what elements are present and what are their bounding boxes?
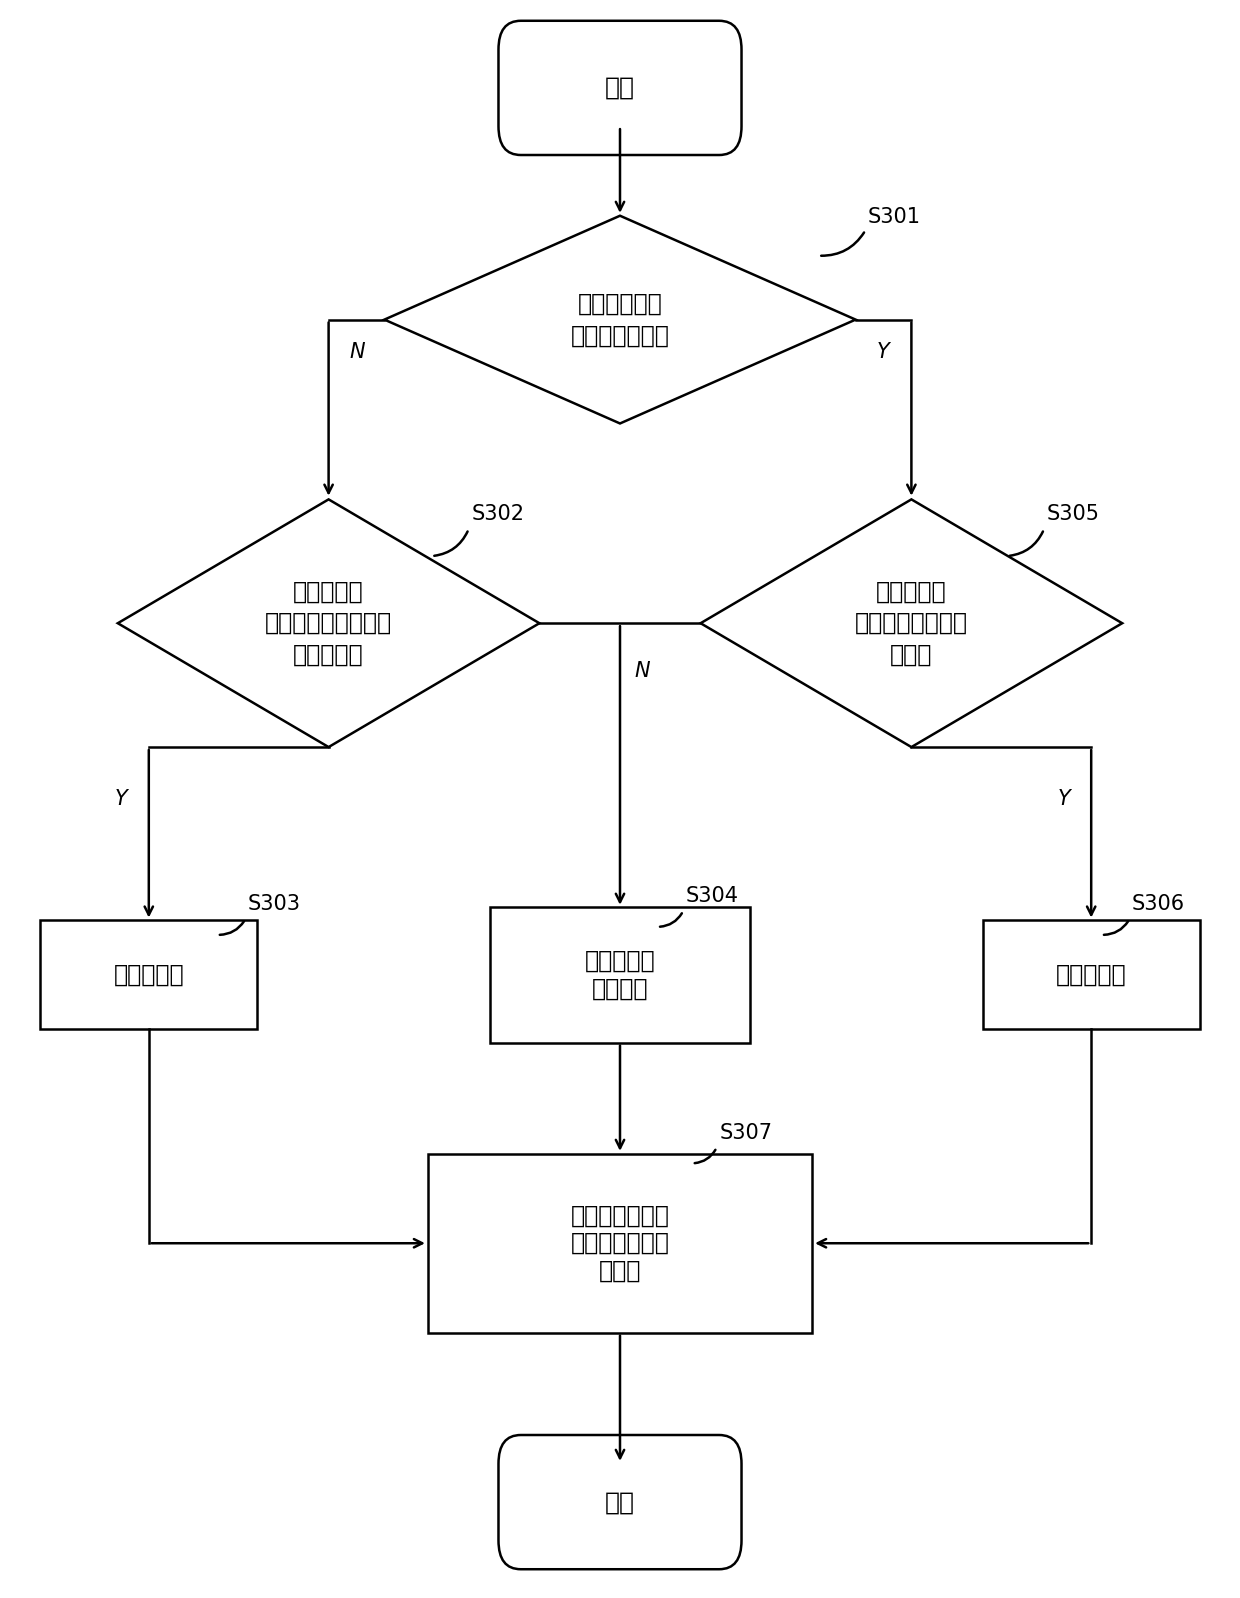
- Bar: [490, 906, 750, 1042]
- Text: S302: S302: [471, 503, 525, 524]
- FancyBboxPatch shape: [498, 21, 742, 155]
- Text: 发动机启动: 发动机启动: [114, 962, 184, 988]
- Text: S301: S301: [868, 206, 921, 227]
- Text: N: N: [350, 342, 365, 361]
- Polygon shape: [118, 499, 539, 748]
- Text: 判断发动机是
否处于运行状态: 判断发动机是 否处于运行状态: [570, 292, 670, 347]
- FancyBboxPatch shape: [498, 1435, 742, 1569]
- Text: 判断油门深
度是否小于第二油
门阈值: 判断油门深 度是否小于第二油 门阈值: [854, 580, 968, 666]
- Bar: [40, 920, 258, 1029]
- Polygon shape: [384, 216, 856, 423]
- Text: N: N: [635, 662, 650, 681]
- Text: S304: S304: [686, 885, 739, 906]
- Text: Y: Y: [115, 789, 128, 809]
- Text: 发动机停机: 发动机停机: [1056, 962, 1126, 988]
- Text: Y: Y: [1058, 789, 1070, 809]
- Text: Y: Y: [877, 342, 889, 361]
- Bar: [428, 1154, 812, 1333]
- Text: 开始: 开始: [605, 75, 635, 101]
- Text: 结束: 结束: [605, 1489, 635, 1515]
- Text: 计时开始，是否
允许下次进入启
停逻辑: 计时开始，是否 允许下次进入启 停逻辑: [570, 1203, 670, 1283]
- Text: S307: S307: [719, 1122, 773, 1143]
- Polygon shape: [701, 499, 1122, 748]
- Text: 发动机保持
当前状态: 发动机保持 当前状态: [585, 949, 655, 1000]
- Text: S303: S303: [248, 893, 301, 914]
- Text: 判断油门深
度是否大于或等于第
一油门阈值: 判断油门深 度是否大于或等于第 一油门阈值: [265, 580, 392, 666]
- Text: S306: S306: [1132, 893, 1185, 914]
- Text: S305: S305: [1047, 503, 1100, 524]
- Bar: [982, 920, 1200, 1029]
